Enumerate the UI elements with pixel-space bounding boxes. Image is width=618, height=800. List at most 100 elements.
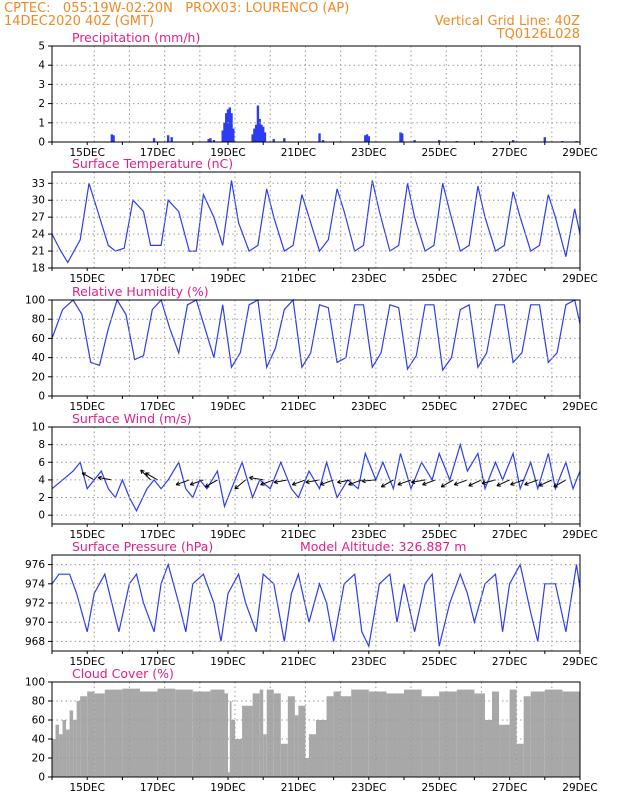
- cloud-cover-bar: [66, 729, 70, 777]
- wind-vector-arrow: [380, 479, 394, 488]
- cloud-cover-bar: [55, 724, 60, 777]
- y-tick-label: 80: [32, 314, 45, 326]
- x-tick-label: 23DEC: [351, 529, 386, 541]
- header-line1: CPTEC: 055:19W-02:20N PROX03: LOURENCO (…: [4, 1, 349, 16]
- x-tick-label: 25DEC: [421, 529, 456, 541]
- precipitation-bar: [254, 124, 258, 142]
- precipitation-bar: [401, 133, 404, 142]
- y-tick-label: 8: [38, 439, 45, 451]
- precipitation-bar: [170, 137, 173, 142]
- x-tick-label: 23DEC: [351, 401, 386, 413]
- pressure-frame: [51, 554, 581, 652]
- precipitation-bar: [321, 140, 325, 142]
- cloud-cover-bar: [298, 705, 306, 777]
- x-tick-label: 29DEC: [562, 782, 597, 794]
- wind-vector-arrow: [411, 479, 426, 485]
- pressure-plot: [51, 562, 581, 649]
- x-tick-label: 19DEC: [210, 782, 245, 794]
- temperature-series-line: [51, 180, 581, 264]
- x-tick-label: 27DEC: [492, 147, 527, 159]
- wind-vector-arrow: [468, 479, 482, 487]
- x-tick-label: 25DEC: [421, 782, 456, 794]
- cloud-cover-bar: [294, 715, 299, 777]
- wind-plot: [51, 442, 581, 513]
- precipitation-bar: [256, 105, 260, 142]
- humidity-grid: [52, 300, 580, 396]
- precipitation-bar: [209, 138, 212, 142]
- y-tick-label: 80: [32, 696, 45, 708]
- wind-vector-arrow: [453, 479, 468, 486]
- y-tick-label: 40: [32, 734, 45, 746]
- cloud-cover-bar: [229, 701, 232, 777]
- y-tick-label: 20: [32, 753, 45, 765]
- y-tick-label: 40: [32, 352, 45, 364]
- x-tick-label: 21DEC: [281, 273, 316, 285]
- precipitation-bar: [260, 124, 263, 142]
- precipitation-bar: [399, 132, 402, 142]
- y-tick-label: 2: [38, 98, 45, 110]
- wind-series-line: [51, 442, 581, 513]
- temperature-title: Surface Temperature (nC): [72, 156, 233, 171]
- x-tick-label: 21DEC: [281, 782, 316, 794]
- x-tick-label: 29DEC: [562, 147, 597, 159]
- precipitation-bar: [263, 132, 267, 142]
- cloud-cover-bar: [242, 705, 253, 777]
- cloud-cover-bar: [140, 691, 158, 777]
- cloud-cover-bar: [351, 689, 369, 777]
- cloud-cover-bar: [404, 689, 422, 777]
- model-altitude-label: Model Altitude: 326.887 m: [300, 539, 466, 554]
- cloud-cover-bar: [439, 691, 457, 777]
- cloud-cover-plot: [52, 688, 581, 777]
- wind-vector-arrow: [348, 479, 362, 486]
- wind-vector-arrow: [81, 472, 95, 481]
- precipitation-bar: [367, 136, 370, 142]
- precipitation-plot: [110, 105, 578, 142]
- precipitation-bar: [251, 134, 254, 142]
- humidity-panel: Relative Humidity (%) 0 20 40 60 80 100 15DEC 1…: [25, 284, 598, 413]
- wind-vector-arrow: [145, 472, 158, 481]
- x-tick-label: 29DEC: [562, 529, 597, 541]
- cloud-cover-bar: [499, 724, 510, 777]
- precipitation-grid: [52, 46, 580, 142]
- precipitation-bar: [230, 113, 233, 142]
- precipitation-bar: [511, 140, 515, 142]
- cloud-cover-bar: [516, 743, 524, 777]
- precipitation-bar: [438, 140, 441, 142]
- cloud-cover-bar: [122, 688, 140, 777]
- x-tick-label: 15DEC: [69, 147, 104, 159]
- precipitation-bar: [283, 138, 286, 142]
- x-tick-label: 23DEC: [351, 782, 386, 794]
- y-tick-label: 100: [25, 677, 45, 689]
- precipitation-bar: [228, 107, 231, 142]
- wind-vector-arrow: [204, 479, 218, 488]
- temperature-panel: Surface Temperature (nC) 18 21 24 27 30 33 15D…: [32, 156, 598, 285]
- temperature-frame: [51, 171, 581, 269]
- cloud-cover-bar: [69, 710, 74, 777]
- cloud-cover-bar: [210, 689, 225, 777]
- humidity-series-line: [51, 298, 581, 372]
- wind-vector-arrow: [320, 479, 334, 486]
- cloud-cover-bar: [530, 691, 545, 777]
- wind-vector-arrow: [291, 479, 306, 486]
- x-tick-label: 27DEC: [492, 273, 527, 285]
- x-tick-label: 17DEC: [140, 529, 175, 541]
- x-tick-label: 15DEC: [69, 401, 104, 413]
- precipitation-title: Precipitation (mm/h): [72, 30, 200, 45]
- x-tick-label: 27DEC: [492, 529, 527, 541]
- y-tick-label: 2: [38, 492, 45, 504]
- wind-vector-arrow: [249, 475, 264, 481]
- wind-vector-arrow: [140, 469, 151, 481]
- wind-vector-arrow: [260, 479, 274, 486]
- cloud-cover-bar: [59, 734, 63, 777]
- x-tick-label: 25DEC: [421, 656, 456, 668]
- wind-vector-arrow: [440, 479, 454, 488]
- header-vertical-grid-line: Vertical Grid Line: 40Z: [435, 14, 580, 29]
- precipitation-panel: Precipitation (mm/h) 0 1 2 3 4 5 15DEC 17DEC 19D…: [38, 30, 597, 159]
- x-tick-label: 25DEC: [421, 147, 456, 159]
- precipitation-frame: [51, 45, 581, 143]
- wind-vector-arrow: [234, 479, 246, 490]
- cloud-cover-bar: [252, 693, 260, 777]
- y-tick-label: 20: [32, 371, 45, 383]
- cloud-cover-bar: [386, 693, 404, 777]
- wind-vector-arrow: [524, 479, 538, 486]
